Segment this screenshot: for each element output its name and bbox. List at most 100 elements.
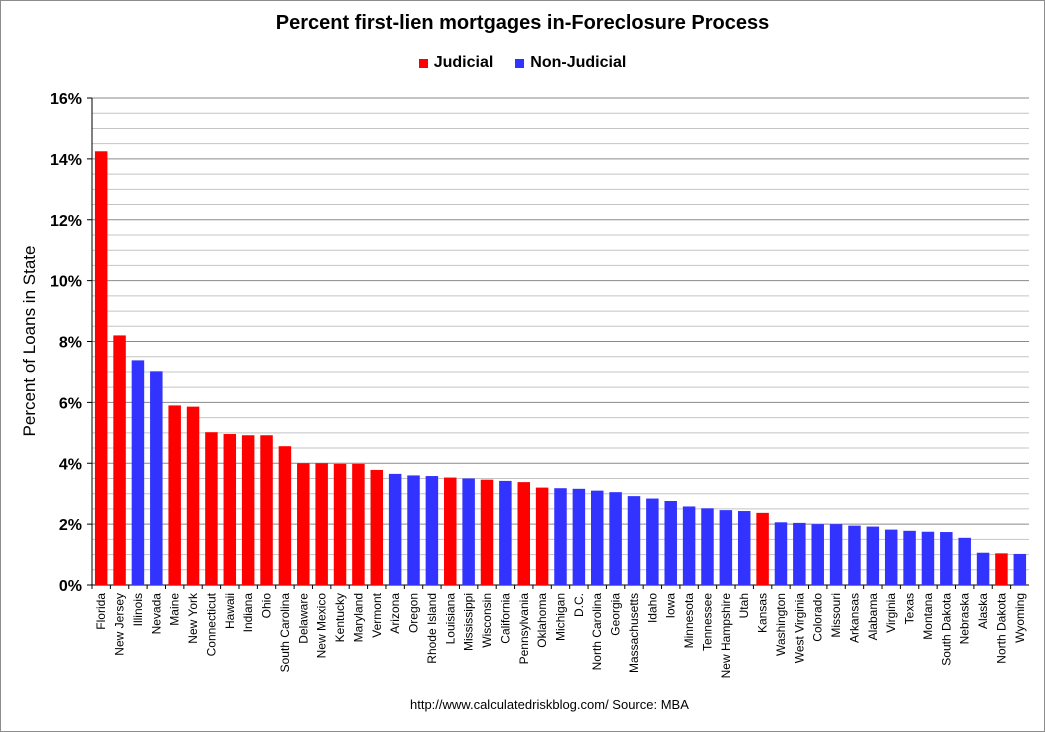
x-tick-label: Tennessee xyxy=(700,593,714,651)
bar-hawaii xyxy=(223,434,237,585)
bar-new-jersey xyxy=(113,335,126,585)
bar-texas xyxy=(903,530,916,585)
x-tick-label: Oklahoma xyxy=(535,593,549,648)
x-tick-label: South Carolina xyxy=(278,593,292,673)
x-tick-label: Minnesota xyxy=(682,593,696,649)
x-tick-label: South Dakota xyxy=(939,593,953,666)
x-tick-label: Colorado xyxy=(811,593,825,642)
y-tick-label: 10% xyxy=(50,274,82,291)
x-tick-label: New Mexico xyxy=(315,593,329,659)
bar-utah xyxy=(737,511,751,585)
bar-new-york xyxy=(186,406,200,585)
bar-washington xyxy=(774,522,788,585)
x-tick-label: Massachusetts xyxy=(627,593,641,673)
x-tick-label: Nevada xyxy=(149,593,163,635)
bar-ohio xyxy=(260,435,273,585)
bar-delaware xyxy=(297,463,310,585)
bar-pennsylvania xyxy=(517,482,531,585)
x-tick-label: Kansas xyxy=(756,593,770,633)
bar-iowa xyxy=(664,500,677,585)
x-tick-label: Louisiana xyxy=(443,593,457,645)
legend-swatch-non-judicial xyxy=(515,58,525,68)
y-tick-label: 8% xyxy=(59,335,82,352)
x-tick-label: Maine xyxy=(168,593,182,626)
bar-virginia xyxy=(884,529,898,585)
y-tick-label: 16% xyxy=(50,91,82,108)
x-tick-label: Missouri xyxy=(829,593,843,638)
bar-north-carolina xyxy=(590,490,604,585)
bar-connecticut xyxy=(205,432,218,585)
source-note: http://www.calculatedriskblog.com/ Sourc… xyxy=(410,697,689,712)
x-tick-label: Alabama xyxy=(866,593,880,641)
x-tick-label: D.C. xyxy=(572,593,586,617)
x-tick-label: California xyxy=(498,593,512,644)
bar-illinois xyxy=(131,360,145,585)
bar-maryland xyxy=(352,463,365,585)
bar-new-mexico xyxy=(315,463,328,585)
x-tick-label: New Jersey xyxy=(113,593,127,656)
x-tick-label: Oregon xyxy=(407,593,421,633)
x-tick-label: Idaho xyxy=(645,593,659,623)
legend-label-judicial: Judicial xyxy=(433,54,494,71)
bar-vermont xyxy=(370,469,384,585)
x-tick-label: Virginia xyxy=(884,593,898,633)
x-tick-label: Pennsylvania xyxy=(517,593,531,665)
x-tick-label: Wyoming xyxy=(1013,593,1027,643)
bar-alaska xyxy=(976,552,990,585)
bar-north-dakota xyxy=(995,553,1008,585)
bar-nevada xyxy=(150,371,163,585)
bar-massachusetts xyxy=(627,496,641,585)
x-tick-label: Iowa xyxy=(664,593,678,619)
legend-swatch-judicial xyxy=(418,58,428,68)
x-tick-label: North Dakota xyxy=(994,593,1008,664)
bar-florida xyxy=(94,151,108,585)
bar-colorado xyxy=(811,524,824,585)
x-tick-label: New York xyxy=(186,592,200,644)
bar-michigan xyxy=(554,488,567,585)
x-tick-label: Indiana xyxy=(241,593,255,633)
bar-mississippi xyxy=(462,478,475,585)
y-tick-label: 6% xyxy=(59,395,82,412)
bar-south-carolina xyxy=(278,446,292,585)
bar-south-dakota xyxy=(940,532,953,585)
x-tick-label: Wisconsin xyxy=(480,593,494,648)
x-tick-label: Utah xyxy=(737,593,751,618)
y-tick-label: 2% xyxy=(59,517,82,534)
legend: Judicial Non-Judicial xyxy=(0,54,1045,72)
y-tick-label: 14% xyxy=(50,152,82,169)
bar-minnesota xyxy=(682,506,696,585)
bar-missouri xyxy=(829,524,843,585)
x-tick-label: Maryland xyxy=(351,593,365,642)
legend-item-judicial: Judicial xyxy=(418,54,494,72)
chart-title: Percent first-lien mortgages in-Foreclos… xyxy=(275,12,770,34)
bar-arkansas xyxy=(848,525,861,585)
x-tick-label: Washington xyxy=(774,593,788,656)
x-tick-label: Vermont xyxy=(370,592,384,637)
x-tick-label: Alaska xyxy=(976,593,990,629)
legend-item-non-judicial: Non-Judicial xyxy=(515,54,626,72)
x-tick-label: Florida xyxy=(94,593,108,630)
x-tick-label: West Virginia xyxy=(792,593,806,664)
x-tick-label: Delaware xyxy=(296,593,310,644)
x-tick-label: Hawaii xyxy=(223,593,237,629)
x-tick-label: North Carolina xyxy=(590,593,604,671)
x-tick-label: Ohio xyxy=(260,593,274,619)
y-tick-label: 0% xyxy=(59,578,82,595)
x-tick-label: Rhode Island xyxy=(425,593,439,664)
x-tick-label: Texas xyxy=(903,593,917,624)
bar-maine xyxy=(168,405,181,585)
bar-indiana xyxy=(241,435,255,585)
bar-wyoming xyxy=(1013,553,1027,585)
bar-west-virginia xyxy=(793,522,806,585)
x-tick-label: Georgia xyxy=(609,593,623,636)
bar-new-hampshire xyxy=(719,510,733,585)
x-tick-label: Michigan xyxy=(554,593,568,641)
bar-louisiana xyxy=(444,477,457,585)
x-tick-label: Arizona xyxy=(388,593,402,634)
bar-alabama xyxy=(866,526,880,585)
x-tick-label: Illinois xyxy=(131,593,145,626)
bar-kentucky xyxy=(333,463,347,585)
x-tick-label: Montana xyxy=(921,593,935,640)
bar-georgia xyxy=(609,492,622,585)
